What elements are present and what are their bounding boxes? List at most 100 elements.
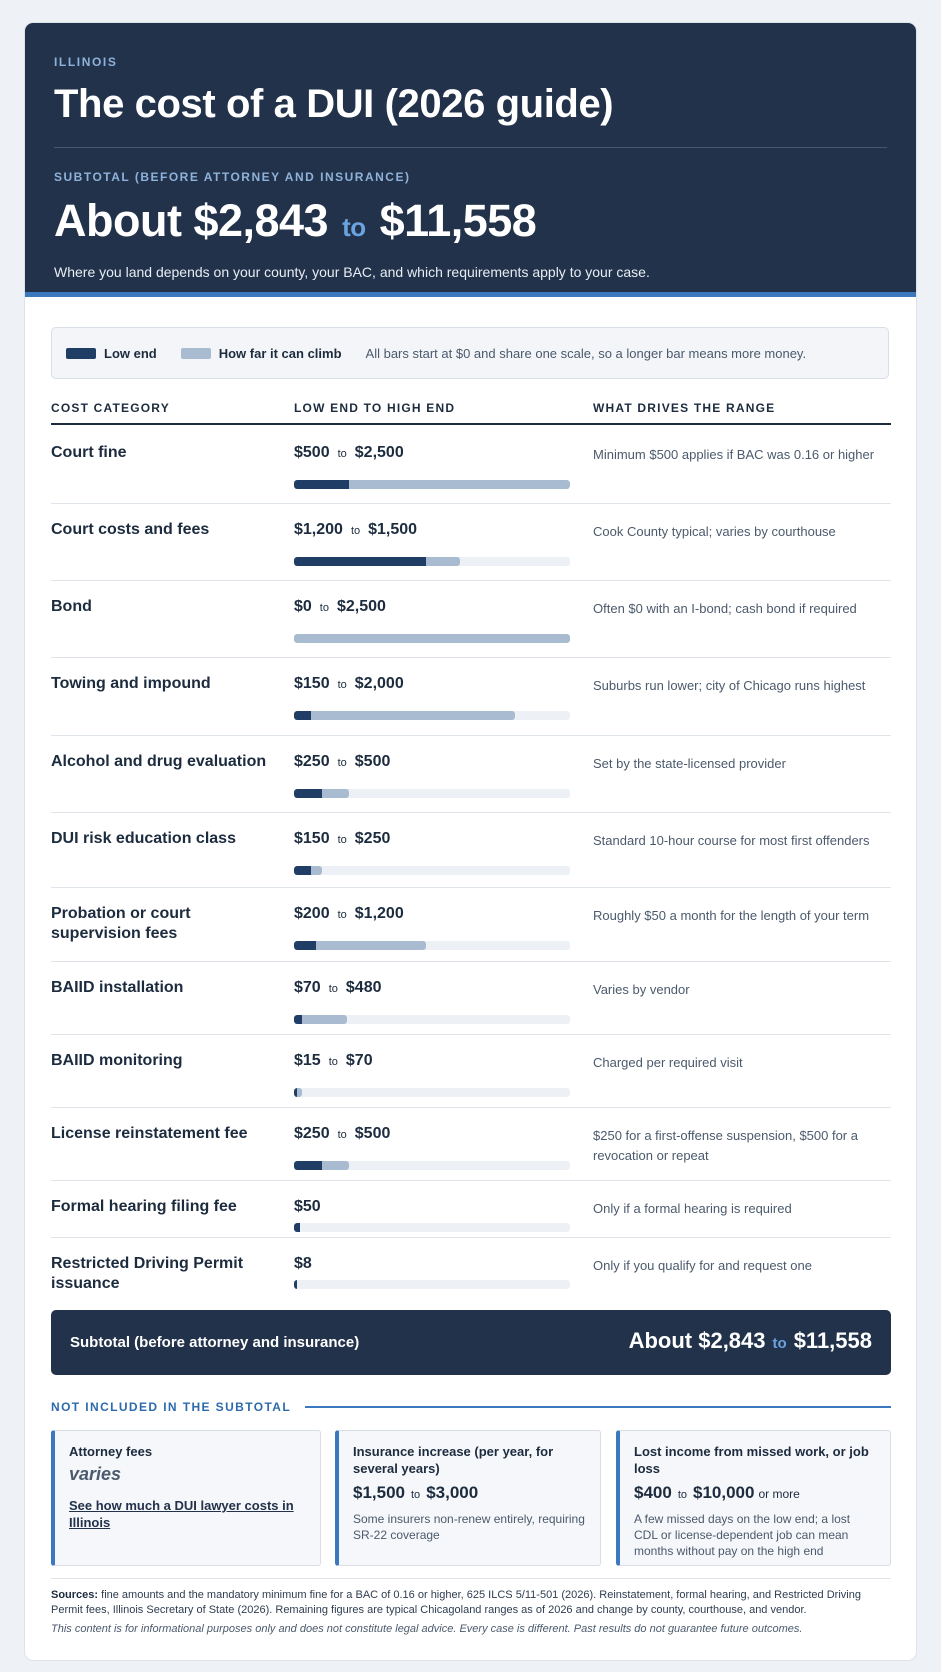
- range-driver: Standard 10-hour course for most first o…: [593, 833, 870, 848]
- range-bar-track: [294, 866, 570, 875]
- legend-low: Low end: [66, 346, 157, 361]
- range-driver: Only if a formal hearing is required: [593, 1201, 792, 1216]
- table-row: DUI risk education class $150 to $250 Standa…: [51, 813, 891, 888]
- income-more: or more: [758, 1487, 800, 1501]
- range-low: $250: [294, 753, 330, 770]
- insurance-note: Some insurers non-renew entirely, requir…: [353, 1512, 585, 1542]
- header-driver: WHAT DRIVES THE RANGE: [593, 401, 776, 415]
- range-low: $8: [294, 1255, 312, 1272]
- cost-range: $8: [294, 1255, 312, 1273]
- range-bar-low: [294, 941, 317, 950]
- cost-range: $0 to $2,500: [294, 598, 386, 616]
- range-low: $250: [294, 1125, 330, 1142]
- range-bar-track: [294, 1280, 570, 1289]
- range-bar-low: [294, 1088, 297, 1097]
- range-low: $200: [294, 905, 330, 922]
- range-driver: $250 for a first-offense suspension, $50…: [593, 1128, 858, 1163]
- cost-range: $200 to $1,200: [294, 905, 404, 923]
- subtotal-low: About $2,843: [628, 1328, 766, 1353]
- insurance-title: Insurance increase (per year, for severa…: [353, 1444, 554, 1476]
- range-bar-high: [294, 711, 515, 720]
- range-high: $2,000: [354, 675, 404, 692]
- range-bar-track: [294, 480, 570, 489]
- range-bar-low: [294, 711, 311, 720]
- sources-footer: Sources: fine amounts and the mandatory …: [51, 1578, 891, 1637]
- range-low: $500: [294, 444, 330, 461]
- legend-low-label: Low end: [104, 345, 157, 361]
- range-low: $50: [294, 1198, 321, 1215]
- table-header: COST CATEGORY LOW END TO HIGH END WHAT D…: [51, 401, 891, 425]
- range-to: to: [337, 834, 347, 846]
- attorney-cost-link[interactable]: See how much a DUI lawyer costs in Illin…: [69, 1498, 294, 1530]
- cost-category: BAIID monitoring: [51, 1052, 183, 1069]
- sources-text: Sources: fine amounts and the mandatory …: [51, 1588, 891, 1618]
- cost-range: $500 to $2,500: [294, 444, 404, 462]
- range-high: $1,500: [368, 521, 418, 538]
- range-to: to: [328, 1056, 338, 1068]
- hero-divider: [54, 147, 887, 148]
- sources-label: Sources:: [51, 1589, 99, 1601]
- cost-category: DUI risk education class: [51, 830, 236, 847]
- legend: Low end How far it can climb All bars st…: [51, 327, 889, 379]
- cost-category: Restricted Driving Permit issuance: [51, 1255, 244, 1292]
- range-driver: Suburbs run lower; city of Chicago runs …: [593, 678, 866, 693]
- range-bar-low: [294, 480, 350, 489]
- guide-card: ILLINOIS The cost of a DUI (2026 guide) …: [25, 23, 916, 1660]
- range-to: to: [328, 983, 338, 995]
- insurance-low: $1,500: [353, 1483, 405, 1502]
- cost-category: License reinstatement fee: [51, 1125, 248, 1142]
- cost-category: Alcohol and drug evaluation: [51, 753, 267, 770]
- range-low: $0: [294, 598, 312, 615]
- range-driver: Charged per required visit: [593, 1055, 743, 1070]
- income-range: $400 to $10,000 or more: [634, 1483, 876, 1503]
- range-low: $70: [294, 979, 321, 996]
- range-bar-low: [294, 1280, 297, 1289]
- subtotal-eyebrow: SUBTOTAL (BEFORE ATTORNEY AND INSURANCE): [54, 170, 411, 184]
- table-row: Court costs and fees $1,200 to $1,500 Cook C…: [51, 504, 891, 581]
- range-bar-track: [294, 789, 570, 798]
- range-bar-track: [294, 1088, 570, 1097]
- range-to: to: [337, 679, 347, 691]
- range-bar-high: [294, 941, 427, 950]
- range-high: $70: [345, 1052, 373, 1069]
- range-bar-track: [294, 1015, 570, 1024]
- legend-low-swatch: [66, 347, 96, 359]
- cost-category: Towing and impound: [51, 675, 211, 692]
- hero-banner: ILLINOIS The cost of a DUI (2026 guide) …: [25, 23, 916, 297]
- legal-disclaimer: This content is for informational purpos…: [51, 1623, 803, 1635]
- state-eyebrow: ILLINOIS: [54, 55, 118, 69]
- cost-range: $250 to $500: [294, 1125, 390, 1143]
- cost-category: Bond: [51, 598, 92, 615]
- range-bar-track: [294, 1161, 570, 1170]
- range-driver: Set by the state-licensed provider: [593, 756, 786, 771]
- table-row: BAIID installation $70 to $480 Varies by ven…: [51, 962, 891, 1035]
- table-row: Towing and impound $150 to $2,000 Suburbs ru…: [51, 658, 891, 736]
- table-row: Court fine $500 to $2,500 Minimum $500 appli…: [51, 427, 891, 504]
- range-to: to: [337, 909, 347, 921]
- range-driver: Minimum $500 applies if BAC was 0.16 or …: [593, 447, 875, 462]
- table-row: Bond $0 to $2,500 Often $0 with an I-bond; c…: [51, 581, 891, 658]
- range-bar-low: [294, 1015, 302, 1024]
- range-bar-high: [294, 1088, 302, 1097]
- range-bar-high: [294, 1015, 347, 1024]
- cost-category: Court fine: [51, 444, 127, 461]
- table-row: License reinstatement fee $250 to $500 $250 …: [51, 1108, 891, 1181]
- cost-category: Probation or court supervision fees: [51, 905, 191, 942]
- cost-range: $150 to $250: [294, 830, 390, 848]
- cost-category: Court costs and fees: [51, 521, 210, 538]
- range-to: to: [337, 1129, 347, 1141]
- cost-range: $250 to $500: [294, 753, 390, 771]
- hero-note: Where you land depends on your county, y…: [54, 264, 650, 280]
- range-bar-low: [294, 557, 427, 566]
- range-low: $1,200: [294, 521, 343, 538]
- range-high: $500: [354, 753, 391, 770]
- range-bar-low: [294, 1223, 300, 1232]
- income-high: $10,000: [693, 1483, 755, 1502]
- subtotal-value: About $2,843 to $11,558: [629, 1328, 872, 1354]
- range-bar-low: [294, 1161, 322, 1170]
- table-row: BAIID monitoring $15 to $70 Charged per requ…: [51, 1035, 891, 1108]
- range-bar-high: [294, 480, 570, 489]
- income-note: A few missed days on the low end; a lost…: [634, 1512, 851, 1558]
- range-to: to: [337, 448, 347, 460]
- range-to: to: [337, 757, 347, 769]
